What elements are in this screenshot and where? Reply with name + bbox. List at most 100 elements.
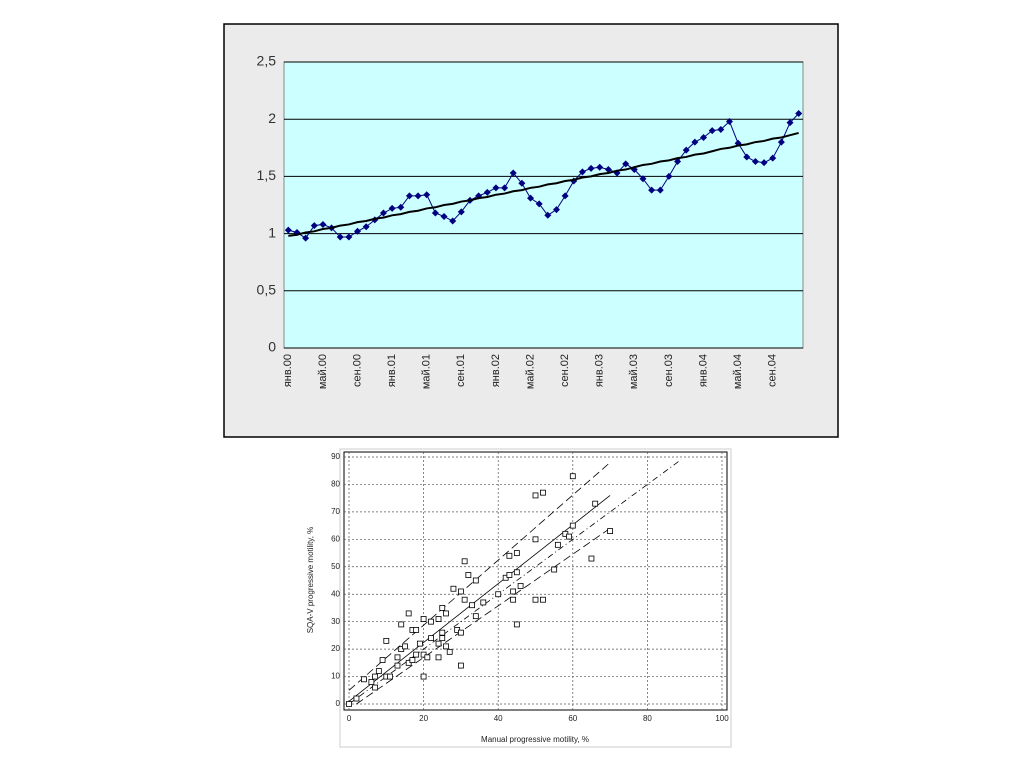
x-tick-label: май.04 xyxy=(732,354,744,389)
data-point xyxy=(439,605,446,611)
y-tick-label: 70 xyxy=(331,507,340,516)
data-point xyxy=(439,635,446,642)
data-point xyxy=(592,500,599,507)
data-point xyxy=(561,192,569,200)
data-point xyxy=(566,533,572,540)
data-point xyxy=(554,541,561,548)
data-point xyxy=(420,673,427,680)
data-point xyxy=(513,550,520,556)
x-tick-label: 60 xyxy=(568,714,577,723)
data-point xyxy=(569,522,576,529)
data-point xyxy=(544,211,552,219)
data-point xyxy=(665,172,673,180)
data-point xyxy=(431,209,439,217)
data-point xyxy=(639,175,647,183)
x-tick-label: сен.01 xyxy=(455,354,467,387)
data-point xyxy=(743,153,751,161)
y-tick-label: 0 xyxy=(336,699,341,708)
data-point xyxy=(435,654,442,661)
data-point xyxy=(760,159,768,167)
data-point xyxy=(604,166,612,174)
data-point xyxy=(383,637,390,644)
data-point xyxy=(379,657,386,663)
data-point xyxy=(532,596,539,603)
data-point xyxy=(509,169,517,177)
data-point xyxy=(409,657,416,663)
x-tick-label: сен.04 xyxy=(767,354,779,387)
fit-line xyxy=(348,495,611,702)
data-point xyxy=(398,621,405,628)
data-point xyxy=(532,492,539,499)
y-tick-label: 2 xyxy=(268,110,276,126)
data-point xyxy=(435,640,442,647)
data-point xyxy=(461,596,468,603)
y-tick-label: 0 xyxy=(268,339,276,355)
y-tick-label: 20 xyxy=(331,644,340,653)
data-point xyxy=(513,569,520,576)
data-point xyxy=(402,643,408,650)
data-point xyxy=(527,194,535,202)
data-point xyxy=(440,212,448,220)
y-tick-label: 10 xyxy=(331,672,340,681)
data-point xyxy=(368,679,375,685)
data-point xyxy=(457,629,464,636)
data-point xyxy=(461,558,468,565)
data-point xyxy=(435,616,442,622)
data-point xyxy=(336,233,344,241)
data-point xyxy=(607,528,613,534)
x-tick-label: сен.03 xyxy=(663,354,675,387)
data-point xyxy=(372,673,379,680)
x-tick-label: 20 xyxy=(419,714,428,723)
fit-line xyxy=(356,528,611,705)
data-point xyxy=(345,233,353,241)
data-point xyxy=(302,234,310,242)
data-point xyxy=(457,662,464,669)
data-point xyxy=(510,596,517,603)
data-point xyxy=(532,536,539,543)
y-tick-label: 1,5 xyxy=(257,167,277,183)
data-point xyxy=(443,610,449,617)
data-point xyxy=(353,695,360,702)
data-point xyxy=(449,217,457,225)
x-tick-label: май.01 xyxy=(421,354,433,389)
x-tick-label: май.02 xyxy=(524,354,536,389)
plot-area xyxy=(343,451,728,711)
data-point xyxy=(472,577,479,584)
data-point xyxy=(284,226,292,234)
data-point xyxy=(428,635,434,642)
data-point xyxy=(751,158,759,166)
data-point xyxy=(492,184,500,192)
x-tick-label: сен.02 xyxy=(559,354,571,387)
y-tick-label: 90 xyxy=(331,452,340,461)
data-point xyxy=(414,192,422,200)
data-point xyxy=(578,168,586,176)
data-point xyxy=(394,662,401,669)
x-tick-label: 40 xyxy=(494,714,503,723)
data-point xyxy=(413,651,420,658)
data-point xyxy=(569,473,576,480)
data-point xyxy=(483,188,491,196)
data-point xyxy=(375,668,382,674)
x-tick-label: май.03 xyxy=(628,354,640,389)
y-tick-label: 30 xyxy=(331,617,340,626)
data-point xyxy=(319,220,327,228)
x-tick-label: янв.00 xyxy=(282,354,294,387)
data-point xyxy=(469,602,475,609)
data-point xyxy=(439,629,446,636)
data-point xyxy=(405,610,412,617)
data-point xyxy=(540,489,546,496)
data-point xyxy=(517,583,524,589)
data-point xyxy=(518,179,526,187)
y-tick-label: 80 xyxy=(331,480,340,489)
data-point xyxy=(420,616,427,622)
data-point xyxy=(535,200,543,208)
x-tick-label: 100 xyxy=(715,714,729,723)
data-point xyxy=(495,591,502,598)
data-point xyxy=(700,134,708,142)
x-tick-label: май.00 xyxy=(317,354,329,389)
data-point xyxy=(465,572,472,578)
data-point xyxy=(443,643,449,650)
data-point xyxy=(361,676,367,683)
data-point xyxy=(777,138,785,146)
